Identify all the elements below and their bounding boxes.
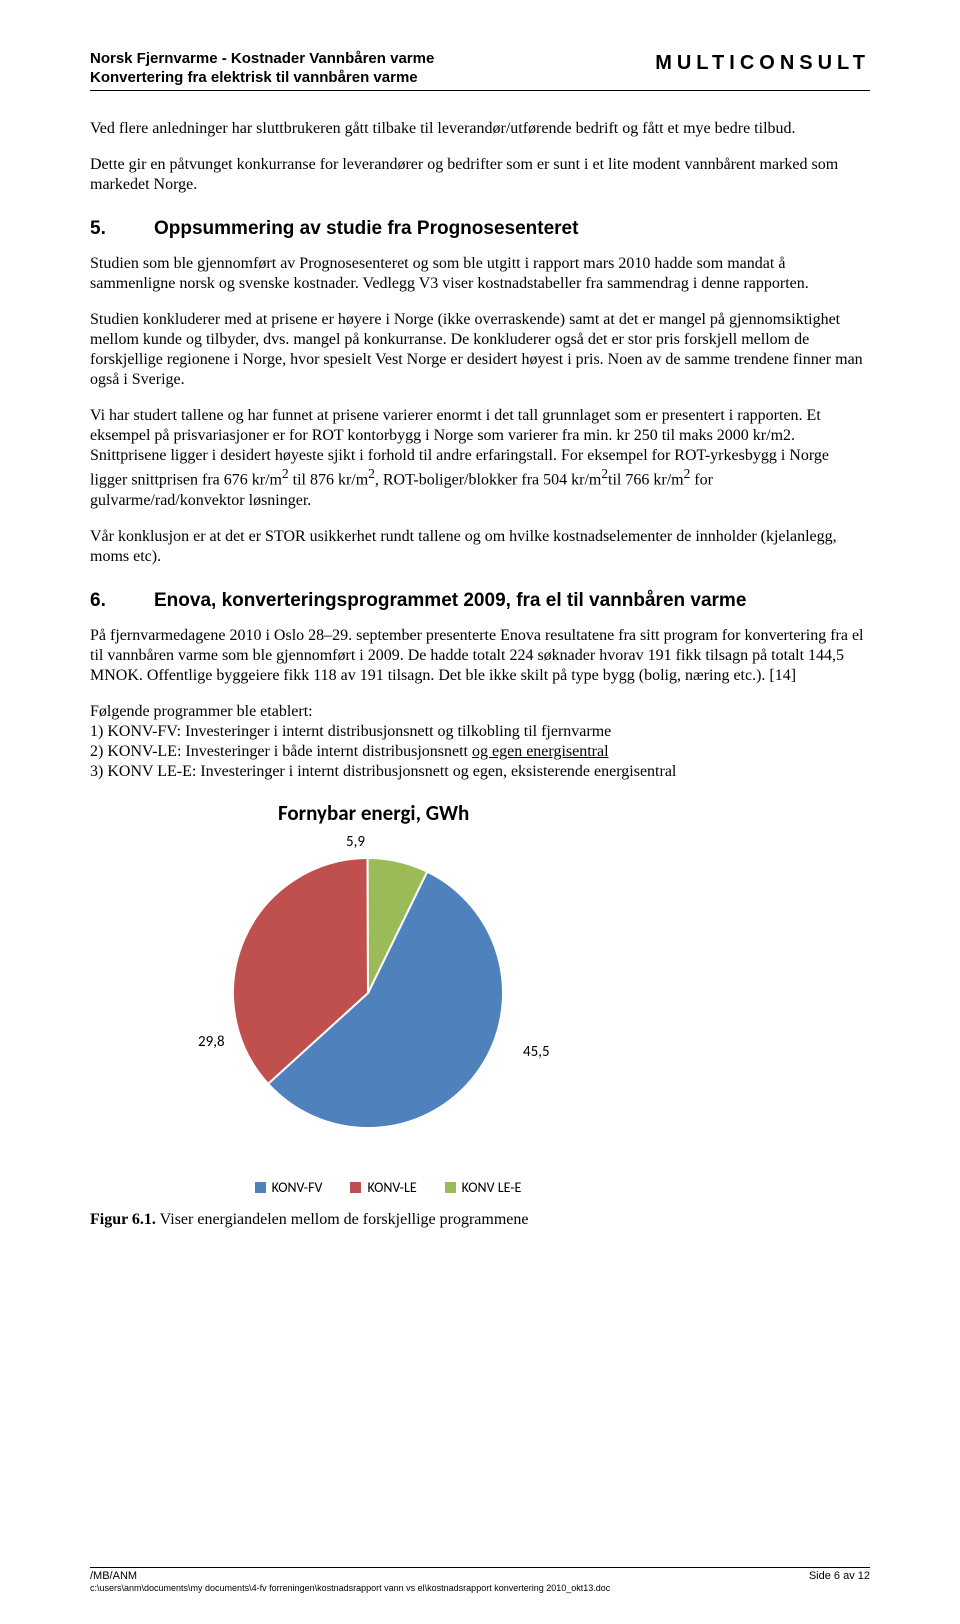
section-5-p3: Vi har studert tallene og har funnet at … <box>90 406 870 510</box>
legend-label: KONV-FV <box>272 1179 323 1197</box>
section-6-p1: På fjernvarmedagene 2010 i Oslo 28–29. s… <box>90 626 870 686</box>
section-6-heading: 6.Enova, konverteringsprogrammet 2009, f… <box>90 589 870 613</box>
list-item-1: 1) KONV-FV: Investeringer i internt dist… <box>90 723 611 740</box>
body-content: Ved flere anledninger har sluttbrukeren … <box>90 119 870 1231</box>
section-5-p2: Studien konkluderer med at prisene er hø… <box>90 310 870 390</box>
header-left: Norsk Fjernvarme - Kostnader Vannbåren v… <box>90 50 434 88</box>
section-5-heading: 5.Oppsummering av studie fra Prognosesen… <box>90 217 870 241</box>
header-line-2: Konvertering fra elektrisk til vannbåren… <box>90 69 434 88</box>
header-line-1: Norsk Fjernvarme - Kostnader Vannbåren v… <box>90 50 434 69</box>
footer-path: c:\users\anm\documents\my documents\4-fv… <box>90 1583 610 1594</box>
section-6-num: 6. <box>90 589 154 613</box>
footer-page-number: Side 6 av 12 <box>809 1570 870 1594</box>
legend-item-konv-fv: KONV-FV <box>255 1179 323 1197</box>
page-header: Norsk Fjernvarme - Kostnader Vannbåren v… <box>90 50 870 91</box>
figure-caption-bold: Figur 6.1. <box>90 1211 156 1228</box>
pie-svg <box>218 843 518 1143</box>
legend-swatch <box>350 1182 361 1193</box>
footer-author: /MB/ANM <box>90 1570 610 1583</box>
legend-label: KONV LE-E <box>462 1179 522 1197</box>
page-footer: /MB/ANM c:\users\anm\documents\my docume… <box>90 1567 870 1594</box>
legend-swatch <box>445 1182 456 1193</box>
pie-area: 45,5 29,8 5,9 <box>98 833 598 1173</box>
intro-p2: Dette gir en påtvunget konkurranse for l… <box>90 155 870 195</box>
section-5-num: 5. <box>90 217 154 241</box>
program-list: Følgende programmer ble etablert: 1) KON… <box>90 702 870 782</box>
legend-label: KONV-LE <box>367 1179 416 1197</box>
pie-label-konv-le-e: 5,9 <box>346 833 365 852</box>
section-5-p4: Vår konklusjon er at det er STOR usikker… <box>90 527 870 567</box>
section-6-title: Enova, konverteringsprogrammet 2009, fra… <box>154 590 746 611</box>
legend-swatch <box>255 1182 266 1193</box>
legend-item-konv-le: KONV-LE <box>350 1179 416 1197</box>
list-item-3: 3) KONV LE-E: Investeringer i internt di… <box>90 763 676 780</box>
legend-item-konv-le-e: KONV LE-E <box>445 1179 522 1197</box>
section-5-p1: Studien som ble gjennomført av Prognoses… <box>90 254 870 294</box>
figure-caption: Figur 6.1. Viser energiandelen mellom de… <box>90 1210 870 1230</box>
header-right: MULTICONSULT <box>655 50 870 75</box>
pie-label-konv-fv: 45,5 <box>523 1043 550 1062</box>
chart-title: Fornybar energi, GWh <box>278 800 618 826</box>
list-intro: Følgende programmer ble etablert: <box>90 703 313 720</box>
footer-left: /MB/ANM c:\users\anm\documents\my docume… <box>90 1570 610 1594</box>
figure-caption-rest: Viser energiandelen mellom de forskjelli… <box>156 1211 529 1228</box>
pie-label-konv-le: 29,8 <box>198 1033 225 1052</box>
chart-legend: KONV-FV KONV-LE KONV LE-E <box>158 1179 618 1197</box>
intro-p1: Ved flere anledninger har sluttbrukeren … <box>90 119 870 139</box>
section-5-title: Oppsummering av studie fra Prognosesente… <box>154 218 578 239</box>
list-item-2: 2) KONV-LE: Investeringer i både internt… <box>90 743 609 760</box>
pie-chart: Fornybar energi, GWh 45,5 29,8 5,9 KONV-FV… <box>90 792 626 1204</box>
